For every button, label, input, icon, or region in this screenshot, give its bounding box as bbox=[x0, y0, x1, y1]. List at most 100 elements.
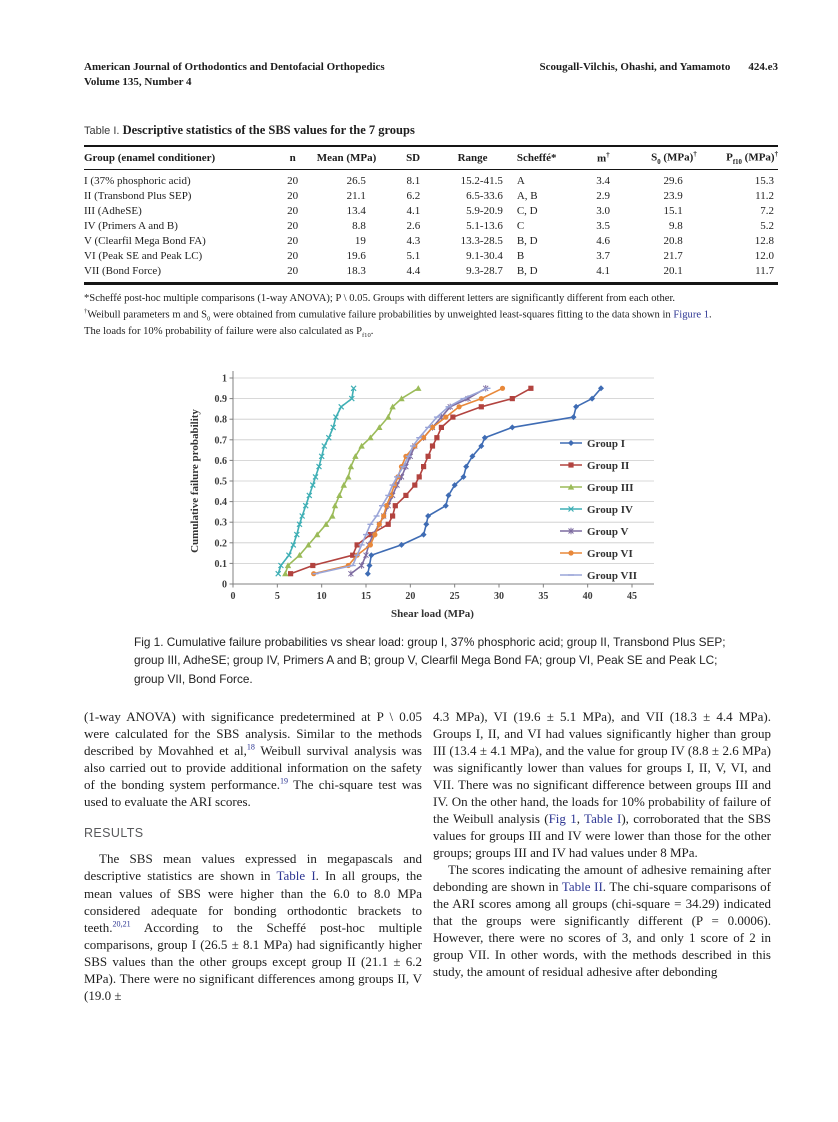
table-cell: 26.5 bbox=[346, 174, 366, 187]
cross-reference-link[interactable]: Fig 1 bbox=[548, 811, 577, 827]
table-cell: 13.3-28.5 bbox=[460, 234, 503, 247]
table-cell: 20 bbox=[287, 234, 299, 247]
text-run: The loads for 10% probability of failure… bbox=[84, 326, 362, 338]
cross-reference-link[interactable]: Table I bbox=[584, 811, 622, 827]
reference-link[interactable]: 18 bbox=[246, 742, 255, 752]
table-cell: 20.8 bbox=[663, 234, 683, 247]
table-cell: 7.2 bbox=[760, 204, 774, 217]
text-run: m bbox=[597, 152, 607, 165]
column-header: SD bbox=[391, 144, 435, 170]
table-cell: 11.7 bbox=[755, 264, 774, 277]
text-run: ), corroborated that the SBS values for … bbox=[433, 811, 772, 861]
table-cell: B, D bbox=[516, 234, 538, 247]
table-cell: 23.9 bbox=[663, 189, 683, 202]
table-cell: 29.6 bbox=[663, 174, 683, 187]
subscript: 0 bbox=[657, 158, 661, 166]
table-cell: 20.1 bbox=[663, 264, 683, 277]
svg-text:Group II: Group II bbox=[587, 460, 629, 472]
table-cell: III (AdheSE) bbox=[84, 204, 142, 217]
table-cell: 20 bbox=[287, 264, 299, 277]
table-cell: 3.5 bbox=[596, 219, 611, 232]
table-cell: 4.6 bbox=[596, 234, 611, 247]
svg-text:0.7: 0.7 bbox=[215, 435, 228, 446]
svg-text:Group I: Group I bbox=[587, 438, 625, 450]
table-row: IV (Primers A and B) 20 8.8 2.6 5.1-13.6 C 3.5… bbox=[84, 218, 778, 233]
figure-1-chart: 0 5 10 15 20 25 30 35 40 45 0 0.1 0.2 0.3 0.4 0.5 0.6 0.7… bbox=[189, 371, 654, 620]
table-header-row: Group (enamel conditioner) n Mean (MPa) SD R… bbox=[84, 144, 778, 170]
svg-text:0.9: 0.9 bbox=[215, 394, 228, 405]
text-run: . The chi-square comparisons of the ARI … bbox=[433, 879, 772, 980]
text-run: (MPa) bbox=[741, 151, 775, 164]
svg-text:0.6: 0.6 bbox=[215, 456, 228, 467]
descriptive-statistics-table: Group (enamel conditioner) n Mean (MPa) SD R… bbox=[84, 144, 778, 285]
svg-text:45: 45 bbox=[627, 591, 637, 602]
table-caption: Descriptive statistics of the SBS values… bbox=[122, 123, 415, 137]
paragraph: 4.3 MPa), VI (19.6 ± 5.1 MPa), and VII (… bbox=[433, 708, 771, 861]
svg-text:20: 20 bbox=[405, 591, 415, 602]
table-cell: B bbox=[516, 249, 525, 262]
text-run: S bbox=[651, 151, 658, 164]
column-header: Scheffé* bbox=[510, 144, 581, 170]
superscript: † bbox=[84, 307, 88, 315]
cross-reference-link[interactable]: Figure 1 bbox=[673, 309, 709, 321]
table-cell: 20 bbox=[287, 204, 299, 217]
svg-text:0.1: 0.1 bbox=[215, 559, 228, 570]
footnote-weibull: †Weibull parameters m and S0 were obtain… bbox=[84, 307, 778, 325]
reference-link[interactable]: 19 bbox=[279, 776, 289, 786]
table-cell: 4.4 bbox=[406, 264, 421, 277]
column-header: n bbox=[284, 144, 302, 170]
svg-text:15: 15 bbox=[361, 591, 371, 602]
superscript: † bbox=[774, 151, 778, 158]
cross-reference-link[interactable]: Table II bbox=[561, 879, 603, 895]
column-header: m† bbox=[580, 144, 627, 170]
svg-text:0.5: 0.5 bbox=[215, 477, 228, 488]
svg-text:0: 0 bbox=[222, 580, 227, 591]
column-header: Mean (MPa) bbox=[301, 144, 392, 170]
table-cell: 20 bbox=[287, 219, 299, 232]
table-row: VII (Bond Force) 20 18.3 4.4 9.3-28.7 B, D 4.1… bbox=[84, 263, 778, 283]
text-run: *Scheffé post-hoc multiple comparisons (… bbox=[84, 293, 676, 304]
table-cell: 4.1 bbox=[596, 264, 611, 277]
svg-text:35: 35 bbox=[538, 591, 548, 602]
svg-text:10: 10 bbox=[317, 591, 327, 602]
table-cell: 9.1-30.4 bbox=[466, 249, 503, 262]
journal-volume: Volume 135, Number 4 bbox=[84, 76, 192, 89]
svg-text:0.3: 0.3 bbox=[215, 518, 228, 529]
table-cell: 15.1 bbox=[663, 204, 683, 217]
table-cell: 13.4 bbox=[346, 204, 366, 217]
reference-link[interactable]: 20,21 bbox=[112, 919, 131, 929]
text-run: Range bbox=[457, 152, 488, 165]
authors: Scougall-Vilchis, Ohashi, and Yamamoto bbox=[539, 61, 731, 73]
footnote-scheffe: *Scheffé post-hoc multiple comparisons (… bbox=[84, 291, 778, 307]
text-run: . bbox=[709, 309, 712, 321]
text-run: . In all groups, the mean values of SBS … bbox=[84, 868, 422, 935]
column-header: Group (enamel conditioner) bbox=[84, 144, 285, 170]
subscript: f10 bbox=[362, 332, 371, 340]
table-cell: A, B bbox=[516, 189, 538, 202]
svg-text:Group VII: Group VII bbox=[587, 570, 637, 582]
table-cell: VI (Peak SE and Peak LC) bbox=[84, 249, 203, 262]
table-cell: 9.3-28.7 bbox=[466, 264, 503, 277]
text-run: (MPa) bbox=[660, 151, 694, 164]
table-cell: 11.2 bbox=[755, 189, 774, 202]
table-cell: 21.1 bbox=[346, 189, 366, 202]
table-row: VI (Peak SE and Peak LC) 20 19.6 5.1 9.1-30.… bbox=[84, 248, 778, 263]
svg-text:Group V: Group V bbox=[587, 526, 629, 538]
svg-text:1: 1 bbox=[222, 374, 227, 385]
superscript: † bbox=[693, 151, 697, 158]
footnote-pf10: The loads for 10% probability of failure… bbox=[84, 324, 778, 341]
page-number: 424.e3 bbox=[748, 61, 778, 73]
text-run: n bbox=[289, 152, 296, 165]
text-run: According to the Scheffé post-hoc multip… bbox=[84, 919, 422, 1003]
table-cell: 8.8 bbox=[352, 219, 366, 232]
table-title: Table I. Descriptive statistics of the S… bbox=[84, 123, 778, 138]
text-run: 4.3 MPa), VI (19.6 ± 5.1 MPa), and VII (… bbox=[433, 709, 771, 827]
cross-reference-link[interactable]: Table I bbox=[276, 868, 316, 884]
svg-text:0.2: 0.2 bbox=[215, 538, 228, 549]
text-run: Scheffé* bbox=[516, 152, 557, 165]
text-run: Weibull survival analysis was also carri… bbox=[84, 743, 422, 793]
paragraph: The scores indicating the amount of adhe… bbox=[433, 861, 771, 980]
table-cell: 19.6 bbox=[346, 249, 366, 262]
text-run: . bbox=[370, 326, 374, 338]
